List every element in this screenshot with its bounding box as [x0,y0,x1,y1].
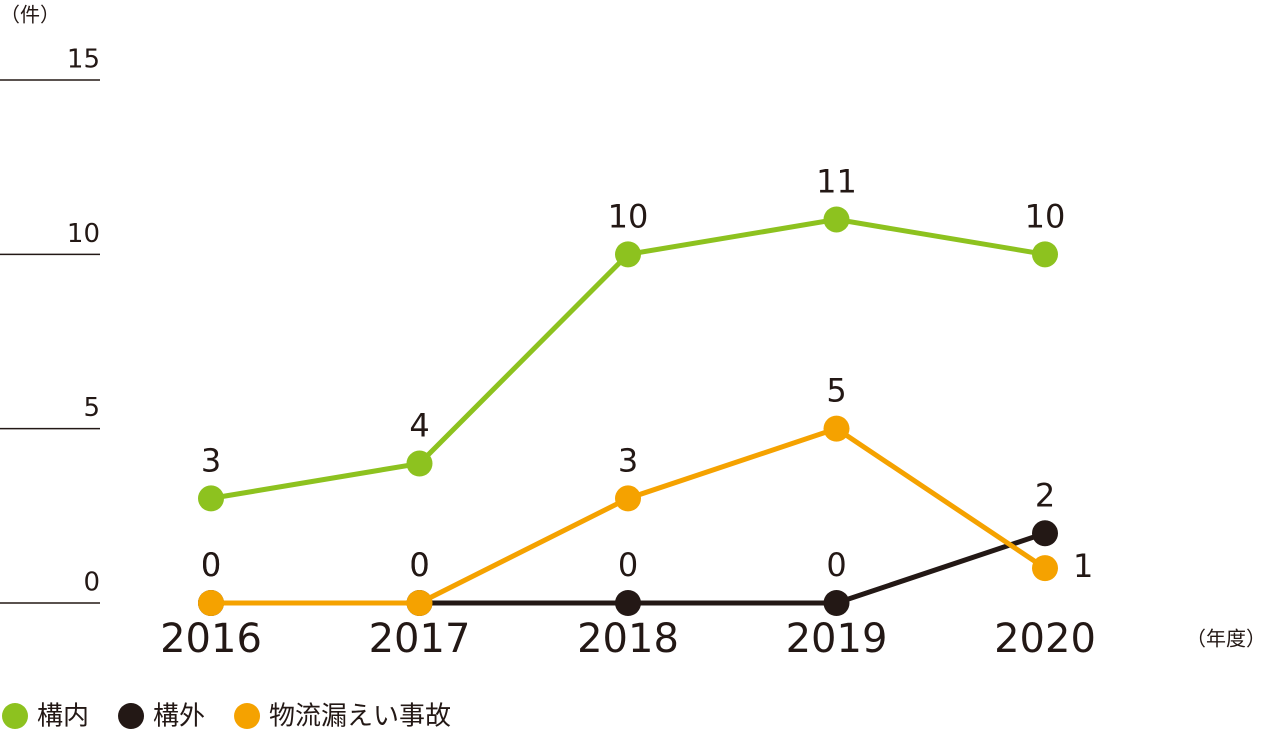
x-unit: （年度） [1186,627,1266,651]
legend-label: 構内 [37,702,89,732]
data-label: 1 [1073,547,1093,585]
point [406,590,433,616]
data-label: 10 [608,197,649,235]
data-label: 10 [1025,197,1066,235]
point [615,241,641,268]
x-tick-label: 2019 [786,616,888,662]
point [198,485,224,512]
y-tick-label: 10 [67,219,100,249]
point [1032,520,1058,547]
data-label: 5 [826,372,846,410]
data-label: 3 [618,441,638,479]
data-label: 4 [409,407,429,445]
legend-label: 構外 [153,702,205,732]
legend-swatch [2,703,28,729]
series [198,415,1058,616]
x-tick-label: 2016 [160,616,262,662]
data-label: 0 [409,546,429,584]
point [823,206,850,233]
x-tick-label: 2017 [369,616,471,662]
y-unit: （件） [0,3,60,27]
point [1032,555,1058,582]
y-tick-label: 15 [67,45,100,75]
legend-label: 物流漏えい事故 [269,702,451,732]
point [198,590,224,616]
x-tick-label: 2018 [577,616,679,662]
y-tick-label: 0 [83,568,100,598]
data-label: 0 [826,546,846,584]
point [1032,241,1058,268]
data-label: 2 [1035,476,1055,514]
legend-swatch [234,703,261,729]
data-label: 0 [409,546,429,584]
point [406,450,433,477]
point [615,590,641,616]
point [823,415,850,442]
data-label: 3 [201,441,221,479]
point [615,485,641,512]
data-label: 0 [201,546,221,584]
data-label: 11 [816,162,857,200]
series [198,206,1058,512]
data-label: 0 [618,546,638,584]
legend-swatch [118,703,145,729]
data-label: 0 [201,546,221,584]
y-tick-label: 5 [83,393,100,423]
point [823,590,850,616]
x-tick-label: 2020 [994,616,1096,662]
